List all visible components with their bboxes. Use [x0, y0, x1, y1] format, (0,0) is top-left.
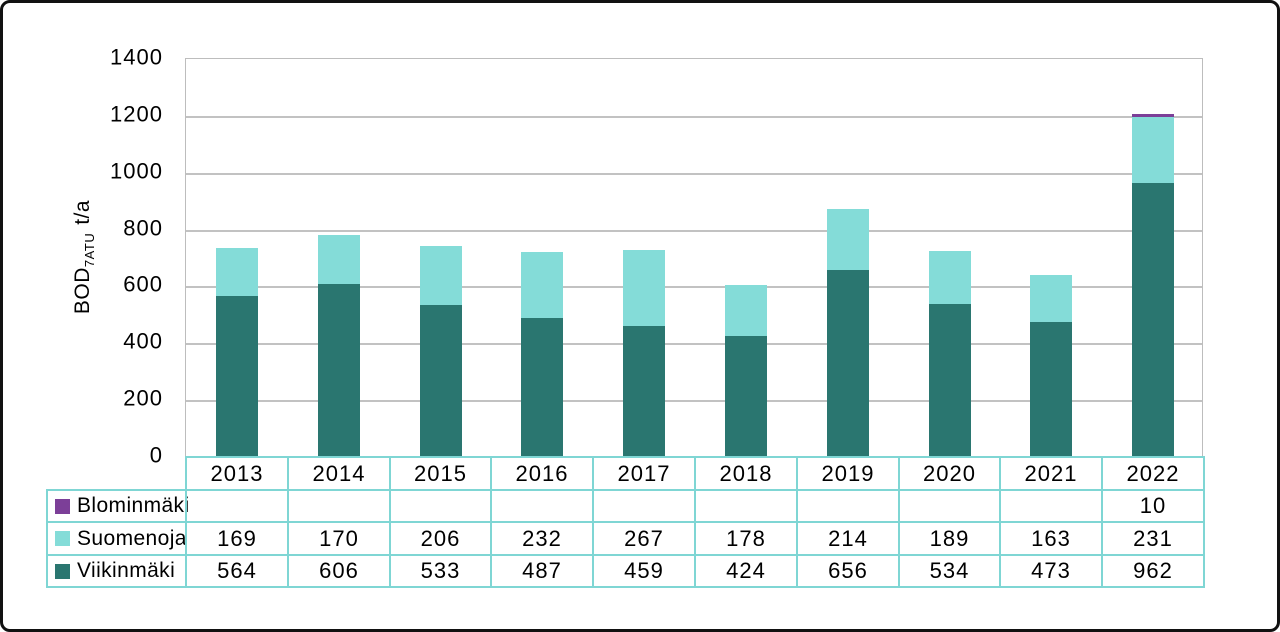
y-axis-title: BOD7ATUt/a [71, 182, 99, 332]
year-header-2018: 2018 [694, 456, 798, 491]
table-cell-Viikinmäki-2020: 534 [898, 554, 1001, 588]
y-tick-label: 1400 [110, 44, 163, 70]
table-cell-Suomenoja-2019: 214 [796, 521, 900, 556]
table-cell-Blominmäki-2015 [389, 489, 492, 523]
y-tick-label: 1200 [110, 101, 163, 127]
bar-segment-Viikinmäki-2018 [725, 335, 767, 456]
table-cell-Suomenoja-2016: 232 [490, 521, 594, 556]
legend-label: Viikinmäki [77, 559, 176, 582]
table-cell-Suomenoja-2021: 163 [999, 521, 1103, 556]
table-cell-Viikinmäki-2015: 533 [389, 554, 492, 588]
bar-segment-Viikinmäki-2016 [521, 317, 563, 456]
table-cell-Viikinmäki-2017: 459 [592, 554, 696, 588]
gridline [186, 286, 1202, 288]
year-header-2020: 2020 [898, 456, 1001, 491]
bar-segment-Suomenoja-2016 [521, 251, 563, 318]
bar-segment-Suomenoja-2013 [216, 247, 258, 296]
table-cell-Suomenoja-2022: 231 [1101, 521, 1205, 556]
table-cell-Viikinmäki-2018: 424 [694, 554, 798, 588]
table-cell-Blominmäki-2020 [898, 489, 1001, 523]
bar-segment-Blominmäki-2022 [1132, 114, 1174, 117]
y-tick-label: 800 [123, 215, 163, 241]
legend-label: Suomenoja [77, 526, 187, 550]
gridline [186, 343, 1202, 345]
year-header-2013: 2013 [185, 456, 289, 491]
bar-segment-Suomenoja-2014 [318, 235, 360, 284]
table-cell-Viikinmäki-2013: 564 [185, 554, 289, 588]
bar-segment-Viikinmäki-2014 [318, 283, 360, 456]
table-cell-Blominmäki-2016 [490, 489, 594, 523]
legend-item-Suomenoja: Suomenoja [46, 521, 187, 556]
table-cell-Suomenoja-2020: 189 [898, 521, 1001, 556]
bar-segment-Suomenoja-2022 [1132, 116, 1174, 183]
y-tick-label: 600 [123, 271, 163, 297]
gridline [186, 230, 1202, 232]
table-cell-Blominmäki-2014 [287, 489, 391, 523]
bar-segment-Suomenoja-2021 [1030, 275, 1072, 322]
bar-segment-Suomenoja-2020 [929, 250, 971, 305]
bar-segment-Viikinmäki-2013 [216, 295, 258, 456]
year-header-2014: 2014 [287, 456, 391, 491]
year-header-2019: 2019 [796, 456, 900, 491]
legend-item-Blominmäki: Blominmäki [46, 489, 190, 523]
table-cell-Suomenoja-2015: 206 [389, 521, 492, 556]
legend-swatch-Viikinmäki [55, 563, 70, 579]
year-header-2017: 2017 [592, 456, 696, 491]
table-cell-Blominmäki-2017 [592, 489, 696, 523]
table-cell-Blominmäki-2013 [185, 489, 289, 523]
table-cell-Blominmäki-2021 [999, 489, 1103, 523]
table-cell-Viikinmäki-2021: 473 [999, 554, 1103, 588]
gridline [186, 173, 1202, 175]
bar-segment-Suomenoja-2018 [725, 284, 767, 336]
table-cell-Viikinmäki-2019: 656 [796, 554, 900, 588]
legend-label: Blominmäki [77, 494, 190, 517]
year-header-2016: 2016 [490, 456, 594, 491]
legend-swatch-Suomenoja [55, 531, 70, 546]
y-tick-label: 1000 [110, 158, 163, 184]
bar-segment-Viikinmäki-2021 [1030, 321, 1072, 456]
bar-segment-Viikinmäki-2015 [420, 304, 462, 456]
table-cell-Suomenoja-2014: 170 [287, 521, 391, 556]
bar-segment-Viikinmäki-2020 [929, 304, 971, 456]
y-tick-label: 400 [123, 328, 163, 354]
legend-item-Viikinmäki: Viikinmäki [46, 554, 187, 588]
bar-segment-Suomenoja-2019 [827, 208, 869, 270]
bar-segment-Suomenoja-2017 [623, 249, 665, 326]
bar-segment-Viikinmäki-2019 [827, 269, 869, 456]
year-header-2015: 2015 [389, 456, 492, 491]
y-tick-label: 200 [123, 385, 163, 411]
year-header-2021: 2021 [999, 456, 1103, 491]
gridline [186, 400, 1202, 402]
bar-segment-Viikinmäki-2022 [1132, 182, 1174, 456]
gridline [186, 116, 1202, 118]
table-cell-Viikinmäki-2022: 962 [1101, 554, 1205, 588]
table-cell-Blominmäki-2019 [796, 489, 900, 523]
table-cell-Viikinmäki-2016: 487 [490, 554, 594, 588]
table-cell-Suomenoja-2017: 267 [592, 521, 696, 556]
y-tick-label: 0 [149, 442, 163, 468]
year-header-2022: 2022 [1101, 456, 1205, 491]
table-cell-Blominmäki-2022: 10 [1101, 489, 1205, 523]
legend-swatch-Blominmäki [55, 498, 70, 514]
plot-area [185, 58, 1203, 456]
table-cell-Suomenoja-2013: 169 [185, 521, 289, 556]
table-cell-Suomenoja-2018: 178 [694, 521, 798, 556]
bar-segment-Suomenoja-2015 [420, 245, 462, 305]
table-cell-Blominmäki-2018 [694, 489, 798, 523]
table-cell-Viikinmäki-2014: 606 [287, 554, 391, 588]
bar-segment-Viikinmäki-2017 [623, 325, 665, 456]
